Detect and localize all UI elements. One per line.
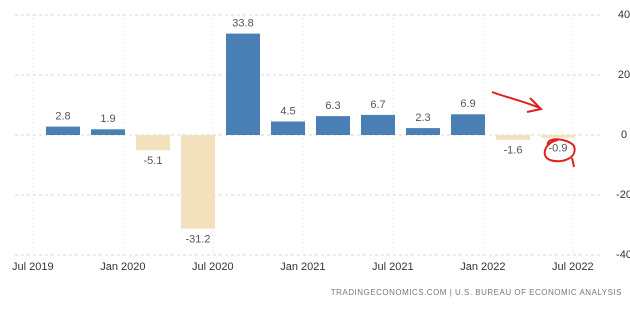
bar <box>496 135 530 140</box>
data-label: -0.9 <box>549 143 568 155</box>
x-tick-label: Jan 2021 <box>280 261 325 273</box>
bar <box>406 128 440 135</box>
bar <box>316 116 350 135</box>
annotation-circle <box>543 138 576 168</box>
x-tick-label: Jan 2020 <box>100 261 145 273</box>
data-label: 6.7 <box>370 99 385 111</box>
data-label: 2.8 <box>55 111 70 123</box>
x-tick-label: Jul 2020 <box>192 261 234 273</box>
source: TRADINGECONOMICS.COM | U.S. BUREAU OF EC… <box>331 288 622 297</box>
x-tick-label: Jan 2022 <box>460 261 505 273</box>
x-tick-label: Jul 2022 <box>552 261 594 273</box>
y-tick-label: 20 <box>618 69 630 81</box>
x-tick-label: Jul 2021 <box>372 261 414 273</box>
y-tick-label: -40 <box>616 249 630 261</box>
x-tick-label: Jul 2019 <box>12 261 54 273</box>
bar <box>271 121 305 135</box>
bar <box>361 114 395 135</box>
data-label: 1.9 <box>100 113 115 125</box>
data-label: -31.2 <box>185 234 210 246</box>
bar <box>226 33 260 135</box>
data-label: 6.9 <box>460 98 475 110</box>
bar <box>46 126 80 135</box>
y-tick-label: 0 <box>621 129 627 141</box>
bar <box>451 114 485 135</box>
data-label: -5.1 <box>144 155 163 167</box>
bar <box>136 135 170 151</box>
bar <box>181 135 215 229</box>
y-tick-label: 40 <box>618 9 630 21</box>
y-tick-label: -20 <box>616 189 630 201</box>
data-label: 4.5 <box>280 105 295 117</box>
bar <box>91 129 125 135</box>
bar <box>541 135 575 138</box>
data-label: 2.3 <box>415 112 430 124</box>
data-label: 33.8 <box>232 18 253 30</box>
annotation-arrow <box>491 91 544 113</box>
data-label: 6.3 <box>325 100 340 112</box>
data-label: -1.6 <box>504 145 523 157</box>
